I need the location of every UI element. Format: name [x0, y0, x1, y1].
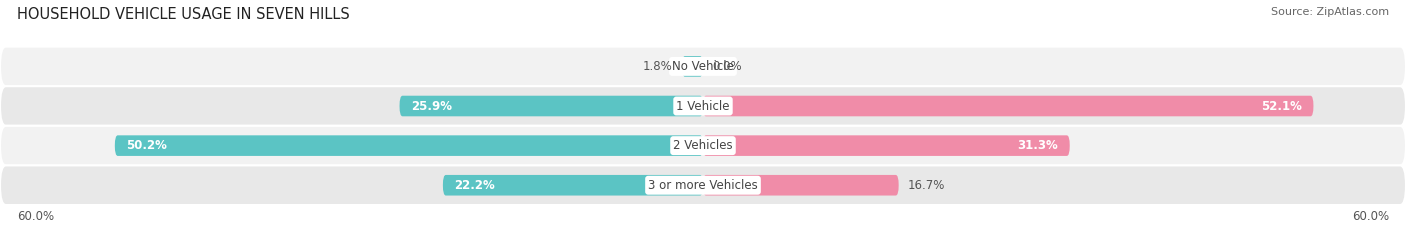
- FancyBboxPatch shape: [703, 175, 898, 195]
- Text: 16.7%: 16.7%: [908, 179, 945, 192]
- FancyBboxPatch shape: [682, 56, 703, 77]
- Text: HOUSEHOLD VEHICLE USAGE IN SEVEN HILLS: HOUSEHOLD VEHICLE USAGE IN SEVEN HILLS: [17, 7, 350, 22]
- Text: 31.3%: 31.3%: [1018, 139, 1057, 152]
- FancyBboxPatch shape: [0, 47, 1406, 86]
- FancyBboxPatch shape: [0, 86, 1406, 126]
- Text: No Vehicle: No Vehicle: [672, 60, 734, 73]
- FancyBboxPatch shape: [115, 135, 703, 156]
- Text: 60.0%: 60.0%: [17, 210, 53, 223]
- Text: Source: ZipAtlas.com: Source: ZipAtlas.com: [1271, 7, 1389, 17]
- Text: 52.1%: 52.1%: [1261, 99, 1302, 113]
- Text: 2 Vehicles: 2 Vehicles: [673, 139, 733, 152]
- Text: 25.9%: 25.9%: [412, 99, 453, 113]
- Text: 1.8%: 1.8%: [643, 60, 672, 73]
- FancyBboxPatch shape: [0, 165, 1406, 205]
- FancyBboxPatch shape: [399, 96, 703, 116]
- FancyBboxPatch shape: [443, 175, 703, 195]
- Text: 0.0%: 0.0%: [713, 60, 742, 73]
- FancyBboxPatch shape: [0, 126, 1406, 165]
- FancyBboxPatch shape: [703, 135, 1070, 156]
- Text: 3 or more Vehicles: 3 or more Vehicles: [648, 179, 758, 192]
- Text: 22.2%: 22.2%: [454, 179, 495, 192]
- Text: 50.2%: 50.2%: [127, 139, 167, 152]
- FancyBboxPatch shape: [703, 96, 1313, 116]
- Text: 1 Vehicle: 1 Vehicle: [676, 99, 730, 113]
- Text: 60.0%: 60.0%: [1353, 210, 1389, 223]
